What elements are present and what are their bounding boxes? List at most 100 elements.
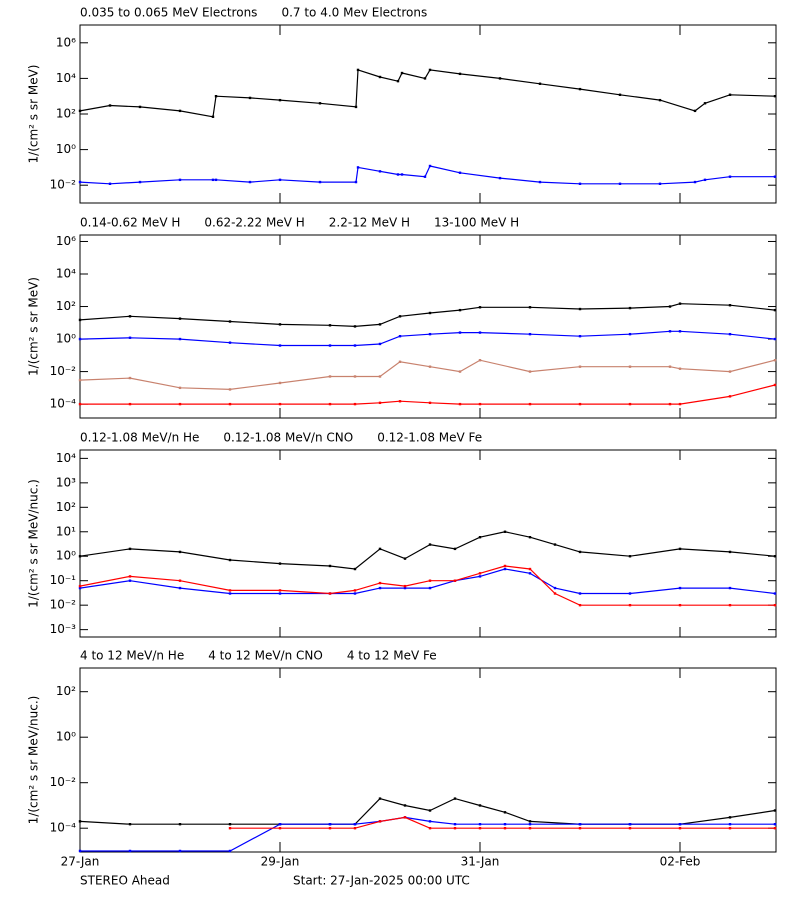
plot-frame xyxy=(79,24,777,204)
series-line xyxy=(79,531,776,570)
data-point xyxy=(428,332,432,336)
data-point xyxy=(728,395,732,398)
legend-entry: 2.2-12 MeV H xyxy=(329,216,410,230)
data-point xyxy=(578,334,582,338)
data-point xyxy=(668,330,672,333)
legend-entry: 4 to 12 MeV Fe xyxy=(347,649,437,663)
plot-frame xyxy=(79,667,777,853)
data-point xyxy=(398,334,402,338)
data-point xyxy=(693,180,697,184)
series-line xyxy=(79,565,775,606)
y-tick-label: 10⁻² xyxy=(50,178,77,192)
data-point xyxy=(78,555,82,558)
data-point xyxy=(728,332,732,336)
data-point xyxy=(428,809,432,812)
data-point xyxy=(378,581,382,585)
legend-entry: 0.12-1.08 MeV/n He xyxy=(80,431,199,445)
y-axis-label: 1/(cm² s sr MeV/nuc.) xyxy=(27,479,41,608)
data-point xyxy=(378,323,382,326)
y-tick-label: 10⁶ xyxy=(56,234,76,248)
data-point xyxy=(278,592,282,595)
data-point xyxy=(328,402,332,406)
y-tick-label: 10⁰ xyxy=(56,549,76,563)
data-point xyxy=(528,536,532,539)
data-point xyxy=(728,304,732,307)
data-point xyxy=(78,820,82,823)
x-tick-label: 29-Jan xyxy=(261,855,300,869)
data-point xyxy=(354,105,358,109)
data-point xyxy=(528,567,532,571)
data-point xyxy=(248,96,252,100)
data-point xyxy=(428,820,432,823)
data-point xyxy=(228,388,232,391)
data-point xyxy=(178,849,182,853)
data-point xyxy=(618,182,622,185)
data-point xyxy=(478,306,482,309)
data-point xyxy=(628,827,632,830)
data-point xyxy=(728,823,732,826)
data-point xyxy=(528,332,532,336)
data-point xyxy=(178,109,182,113)
data-point xyxy=(428,543,432,546)
data-point xyxy=(478,823,482,826)
data-point xyxy=(353,589,357,592)
data-point xyxy=(78,849,82,853)
data-point xyxy=(78,378,82,382)
data-point xyxy=(128,547,132,551)
data-point xyxy=(353,375,357,378)
data-point xyxy=(578,550,582,554)
data-point xyxy=(453,823,457,826)
data-point xyxy=(403,557,407,560)
y-axis-label: 1/(cm² s sr MeV) xyxy=(27,65,41,164)
data-point xyxy=(668,305,672,308)
data-point xyxy=(328,564,332,568)
data-point xyxy=(628,306,632,310)
data-point xyxy=(378,547,382,551)
data-point xyxy=(773,555,777,558)
data-point xyxy=(773,175,777,178)
data-point xyxy=(773,95,777,98)
data-point xyxy=(578,603,582,607)
data-point xyxy=(78,109,82,113)
data-point xyxy=(423,175,427,178)
data-point xyxy=(478,402,482,406)
series-line xyxy=(79,568,776,595)
data-point xyxy=(453,547,457,551)
start-label: Start: 27-Jan-2025 00:00 UTC xyxy=(293,874,470,888)
data-point xyxy=(178,823,182,826)
data-point xyxy=(538,82,542,85)
data-point xyxy=(400,173,404,176)
data-point xyxy=(398,400,402,403)
data-point xyxy=(553,586,557,590)
data-point xyxy=(428,401,432,405)
data-point xyxy=(378,820,382,823)
data-point xyxy=(428,68,432,72)
data-point xyxy=(478,536,482,539)
data-point xyxy=(628,555,632,558)
data-point xyxy=(528,306,532,309)
y-tick-label: 10⁴ xyxy=(56,267,76,281)
data-point xyxy=(528,402,532,406)
data-point xyxy=(214,95,218,98)
data-point xyxy=(228,827,232,830)
data-point xyxy=(328,375,332,378)
y-tick-label: 10² xyxy=(56,107,76,121)
data-point xyxy=(728,586,732,590)
y-tick-label: 10⁴ xyxy=(56,71,76,85)
data-point xyxy=(458,171,462,174)
data-point xyxy=(353,567,357,571)
series-line xyxy=(79,165,775,185)
y-tick-label: 10² xyxy=(56,500,76,514)
x-tick-label: 02-Feb xyxy=(660,855,701,869)
data-point xyxy=(628,332,632,336)
data-point xyxy=(228,849,232,853)
data-point xyxy=(178,337,182,341)
data-point xyxy=(278,589,282,592)
data-point xyxy=(353,827,357,830)
data-point xyxy=(128,315,132,318)
data-point xyxy=(403,586,407,590)
plot-frame xyxy=(79,234,777,419)
data-point xyxy=(278,344,282,347)
data-point xyxy=(398,315,402,318)
data-point xyxy=(228,558,232,562)
